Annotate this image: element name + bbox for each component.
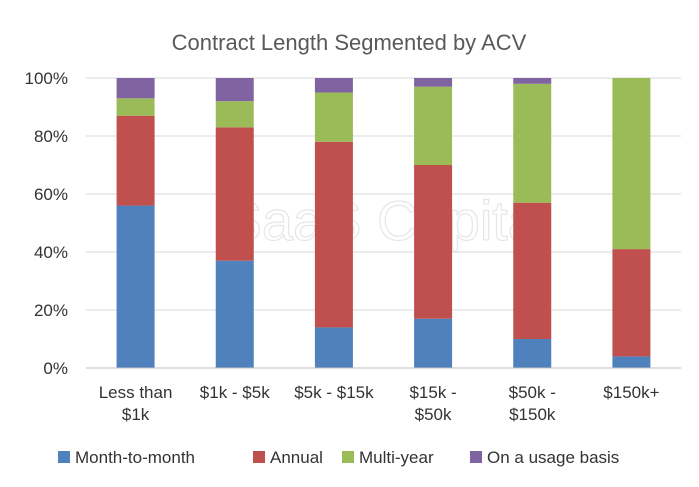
legend-label: On a usage basis	[487, 448, 619, 467]
legend-swatch	[470, 451, 482, 463]
x-tick-label: Less than	[99, 383, 173, 402]
bar-segment-annual	[612, 249, 651, 357]
x-tick-label: $15k -	[409, 383, 456, 402]
y-tick-label: 80%	[34, 127, 68, 146]
bar-segment-multi-year	[513, 83, 552, 203]
gridlines	[86, 77, 681, 311]
y-axis-ticks: 0% 20% 40% 60% 80% 100%	[25, 69, 68, 378]
bar-segment-on-a-usage-basis	[414, 78, 453, 87]
y-tick-label: 0%	[43, 359, 68, 378]
legend-swatch	[342, 451, 354, 463]
x-tick-label: $50k -	[509, 383, 556, 402]
x-tick-label: $150k+	[603, 383, 659, 402]
bar-segment-month-to-month	[513, 339, 552, 368]
bar-segment-month-to-month	[414, 318, 453, 368]
y-tick-label: 40%	[34, 243, 68, 262]
legend-label: Annual	[270, 448, 323, 467]
bar-segment-month-to-month	[314, 327, 353, 368]
y-tick-label: 100%	[25, 69, 68, 88]
bar-segment-annual	[513, 202, 552, 339]
y-tick-label: 60%	[34, 185, 68, 204]
x-axis-ticks: Less than $1k $1k - $5k $5k - $15k $15k - $50…	[99, 383, 660, 424]
bars	[116, 78, 651, 368]
bar-segment-month-to-month	[215, 260, 254, 368]
x-tick-label: $1k	[122, 405, 150, 424]
bar-segment-month-to-month	[612, 356, 651, 368]
bar-segment-multi-year	[612, 78, 651, 250]
bar-segment-on-a-usage-basis	[215, 78, 254, 102]
bar-segment-month-to-month	[116, 205, 155, 368]
bar-segment-on-a-usage-basis	[116, 78, 155, 99]
legend: Month-to-month Annual Multi-year On a usage…	[58, 448, 619, 467]
legend-swatch	[253, 451, 265, 463]
x-tick-label: $50k	[415, 405, 452, 424]
y-tick-label: 20%	[34, 301, 68, 320]
bar-segment-multi-year	[414, 86, 453, 165]
chart-title: Contract Length Segmented by ACV	[172, 30, 527, 55]
bar-segment-on-a-usage-basis	[513, 78, 552, 84]
watermark: SaaS Capital	[225, 189, 552, 252]
bar-segment-annual	[116, 115, 155, 206]
legend-label: Multi-year	[359, 448, 434, 467]
bar-segment-on-a-usage-basis	[314, 78, 353, 93]
x-tick-label: $5k - $15k	[294, 383, 374, 402]
legend-label: Month-to-month	[75, 448, 195, 467]
bar-segment-annual	[215, 127, 254, 261]
bar-segment-multi-year	[314, 92, 353, 142]
bar-segment-multi-year	[215, 101, 254, 128]
x-tick-label: $150k	[509, 405, 556, 424]
bar-segment-annual	[414, 165, 453, 319]
bar-segment-annual	[314, 141, 353, 328]
x-tick-label: $1k - $5k	[200, 383, 270, 402]
bar-segment-multi-year	[116, 98, 155, 116]
legend-swatch	[58, 451, 70, 463]
